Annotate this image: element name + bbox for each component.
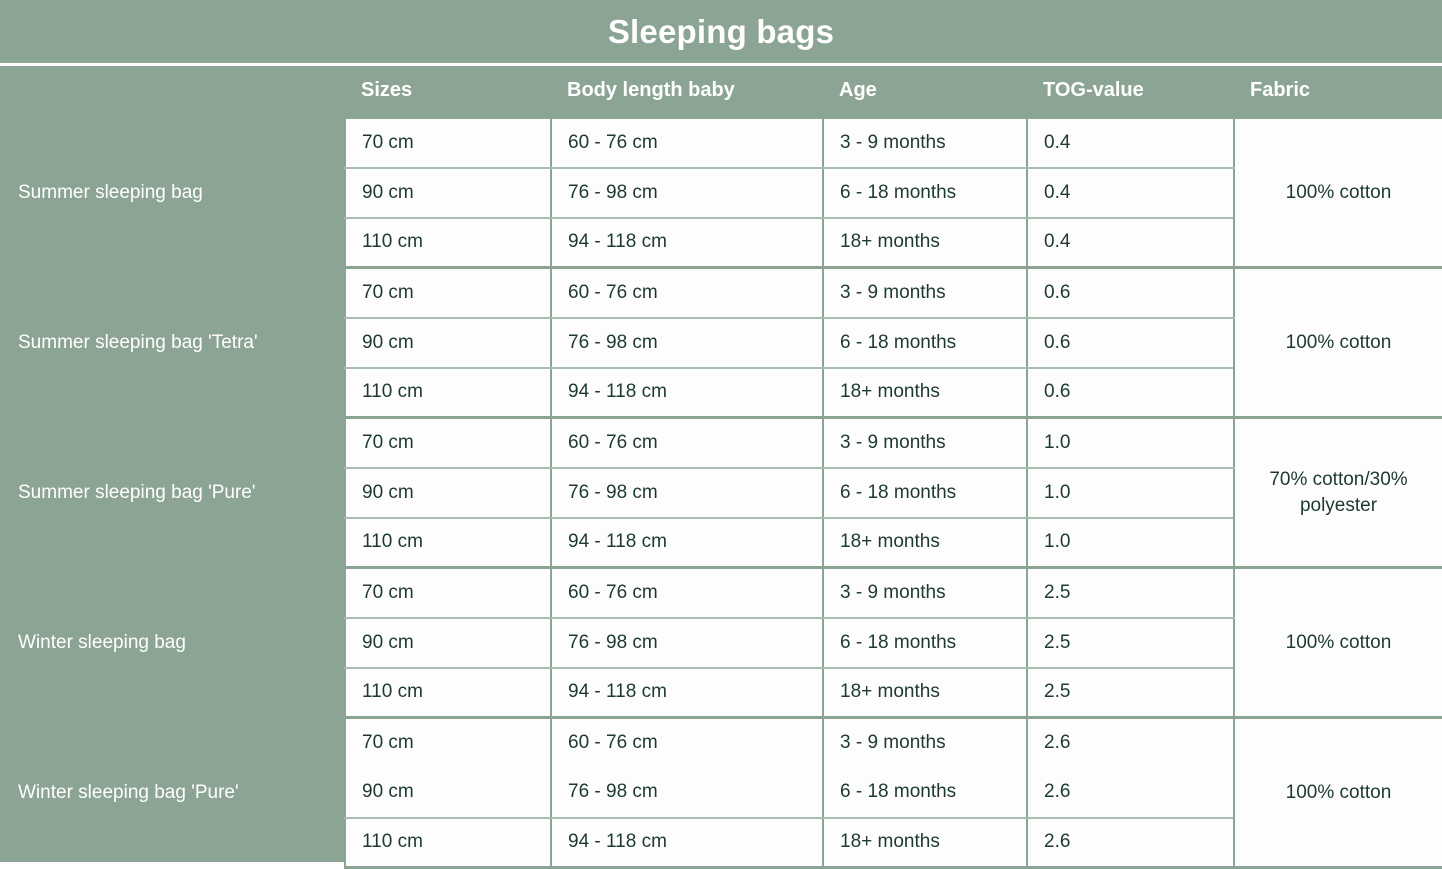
table-row: 90 cm 76 - 98 cm 6 - 18 months 1.0 bbox=[344, 466, 1442, 519]
table-row: 110 cm 94 - 118 cm 18+ months 0.4 bbox=[344, 216, 1442, 269]
cell-fabric: 100% cotton bbox=[1233, 266, 1442, 419]
table-row: 70 cm 60 - 76 cm 3 - 9 months 0.4 100% cotto… bbox=[344, 116, 1442, 269]
cell-body-length: 76 - 98 cm bbox=[550, 767, 824, 819]
cell-body-length: 60 - 76 cm bbox=[550, 416, 824, 469]
table-row: 70 cm 60 - 76 cm 3 - 9 months 0.6 100% cotto… bbox=[344, 266, 1442, 419]
sizing-table: Sizes Body length baby Age TOG-value Fab… bbox=[344, 66, 1442, 869]
cell-fabric: 100% cotton bbox=[1233, 116, 1442, 269]
row-group-label: Summer sleeping bag bbox=[18, 181, 203, 203]
cell-body-length: 76 - 98 cm bbox=[550, 616, 824, 669]
cell-sizes: 110 cm bbox=[344, 816, 552, 869]
cell-body-length: 94 - 118 cm bbox=[550, 666, 824, 719]
table-header-row: Sizes Body length baby Age TOG-value Fab… bbox=[345, 66, 1442, 118]
cell-tog-value: 0.4 bbox=[1026, 116, 1235, 169]
cell-body-length: 76 - 98 cm bbox=[550, 166, 824, 219]
cell-body-length: 60 - 76 cm bbox=[550, 266, 824, 319]
table-row: 70 cm 60 - 76 cm 3 - 9 months 1.0 70% cotton… bbox=[344, 416, 1442, 569]
cell-tog-value: 2.6 bbox=[1026, 716, 1235, 768]
cell-age: 3 - 9 months bbox=[822, 566, 1028, 619]
page-title: Sleeping bags bbox=[607, 13, 835, 50]
cell-body-length: 76 - 98 cm bbox=[550, 466, 824, 519]
cell-sizes: 90 cm bbox=[344, 767, 552, 819]
cell-body-length: 60 - 76 cm bbox=[550, 716, 824, 768]
cell-body-length: 60 - 76 cm bbox=[550, 116, 824, 169]
cell-sizes: 110 cm bbox=[344, 216, 552, 269]
cell-tog-value: 2.5 bbox=[1026, 616, 1235, 669]
column-header-fabric: Fabric bbox=[1250, 78, 1311, 101]
cell-tog-value: 0.6 bbox=[1026, 316, 1235, 369]
cell-sizes: 90 cm bbox=[344, 316, 552, 369]
table-row: 90 cm 76 - 98 cm 6 - 18 months 0.6 bbox=[344, 316, 1442, 369]
table-row: 110 cm 94 - 118 cm 18+ months 1.0 bbox=[344, 516, 1442, 569]
cell-sizes: 70 cm bbox=[344, 566, 552, 619]
chart-title-bar: Sleeping bags bbox=[0, 0, 1442, 63]
table-row: 90 cm 76 - 98 cm 6 - 18 months 0.4 bbox=[344, 166, 1442, 219]
table-row: 70 cm 60 - 76 cm 3 - 9 months 2.6 100% cotto… bbox=[344, 716, 1442, 869]
cell-tog-value: 2.6 bbox=[1026, 816, 1235, 869]
table-row: 110 cm 94 - 118 cm 18+ months 2.5 bbox=[344, 666, 1442, 719]
title-divider bbox=[0, 63, 1442, 66]
cell-sizes: 90 cm bbox=[344, 166, 552, 219]
table-row: 90 cm 76 - 98 cm 6 - 18 months 2.5 bbox=[344, 616, 1442, 669]
row-group-label: Summer sleeping bag 'Tetra' bbox=[18, 331, 258, 353]
cell-sizes: 70 cm bbox=[344, 266, 552, 319]
cell-sizes: 70 cm bbox=[344, 416, 552, 469]
cell-age: 6 - 18 months bbox=[822, 616, 1028, 669]
cell-sizes: 110 cm bbox=[344, 366, 552, 419]
cell-body-length: 60 - 76 cm bbox=[550, 566, 824, 619]
cell-body-length: 94 - 118 cm bbox=[550, 216, 824, 269]
cell-fabric: 70% cotton/30% polyester bbox=[1233, 416, 1442, 569]
cell-sizes: 70 cm bbox=[344, 116, 552, 169]
table-row: 110 cm 94 - 118 cm 18+ months 0.6 bbox=[344, 366, 1442, 419]
cell-tog-value: 2.5 bbox=[1026, 566, 1235, 619]
cell-tog-value: 1.0 bbox=[1026, 466, 1235, 519]
cell-age: 18+ months bbox=[822, 366, 1028, 419]
cell-age: 18+ months bbox=[822, 666, 1028, 719]
table-row: 90 cm 76 - 98 cm 6 - 18 months 2.6 bbox=[344, 767, 1442, 819]
column-header-tog-value: TOG-value bbox=[1043, 78, 1144, 101]
cell-sizes: 70 cm bbox=[344, 716, 552, 768]
row-group-label: Winter sleeping bag 'Pure' bbox=[18, 781, 239, 803]
cell-age: 3 - 9 months bbox=[822, 716, 1028, 768]
cell-body-length: 94 - 118 cm bbox=[550, 366, 824, 419]
cell-age: 18+ months bbox=[822, 516, 1028, 569]
cell-body-length: 94 - 118 cm bbox=[550, 516, 824, 569]
table-row: 110 cm 94 - 118 cm 18+ months 2.6 bbox=[344, 816, 1442, 869]
cell-body-length: 94 - 118 cm bbox=[550, 816, 824, 869]
table-row: 70 cm 60 - 76 cm 3 - 9 months 2.5 100% cotto… bbox=[344, 566, 1442, 719]
cell-age: 6 - 18 months bbox=[822, 166, 1028, 219]
table-header: Sizes Body length baby Age TOG-value Fab… bbox=[345, 66, 1442, 118]
cell-tog-value: 2.6 bbox=[1026, 767, 1235, 819]
cell-age: 3 - 9 months bbox=[822, 116, 1028, 169]
column-header-age: Age bbox=[839, 78, 877, 101]
cell-tog-value: 2.5 bbox=[1026, 666, 1235, 719]
row-group-label: Summer sleeping bag 'Pure' bbox=[18, 481, 256, 503]
cell-age: 6 - 18 months bbox=[822, 767, 1028, 819]
cell-sizes: 90 cm bbox=[344, 466, 552, 519]
cell-body-length: 76 - 98 cm bbox=[550, 316, 824, 369]
cell-sizes: 110 cm bbox=[344, 516, 552, 569]
cell-tog-value: 0.4 bbox=[1026, 166, 1235, 219]
column-header-sizes: Sizes bbox=[361, 78, 413, 101]
cell-age: 6 - 18 months bbox=[822, 316, 1028, 369]
column-header-body-length: Body length baby bbox=[567, 78, 735, 101]
cell-fabric: 100% cotton bbox=[1233, 566, 1442, 719]
row-group-label: Winter sleeping bag bbox=[18, 631, 186, 653]
cell-age: 18+ months bbox=[822, 816, 1028, 869]
cell-age: 3 - 9 months bbox=[822, 416, 1028, 469]
cell-tog-value: 0.6 bbox=[1026, 366, 1235, 419]
cell-tog-value: 0.4 bbox=[1026, 216, 1235, 269]
cell-sizes: 110 cm bbox=[344, 666, 552, 719]
table-body: 70 cm 60 - 76 cm 3 - 9 months 0.4 100% cotto… bbox=[344, 116, 1442, 869]
sizing-table-wrapper: Sizes Body length baby Age TOG-value Fab… bbox=[344, 66, 1442, 869]
cell-age: 18+ months bbox=[822, 216, 1028, 269]
cell-tog-value: 1.0 bbox=[1026, 416, 1235, 469]
cell-age: 6 - 18 months bbox=[822, 466, 1028, 519]
cell-fabric: 100% cotton bbox=[1233, 716, 1442, 869]
cell-age: 3 - 9 months bbox=[822, 266, 1028, 319]
cell-tog-value: 0.6 bbox=[1026, 266, 1235, 319]
cell-sizes: 90 cm bbox=[344, 616, 552, 669]
cell-tog-value: 1.0 bbox=[1026, 516, 1235, 569]
